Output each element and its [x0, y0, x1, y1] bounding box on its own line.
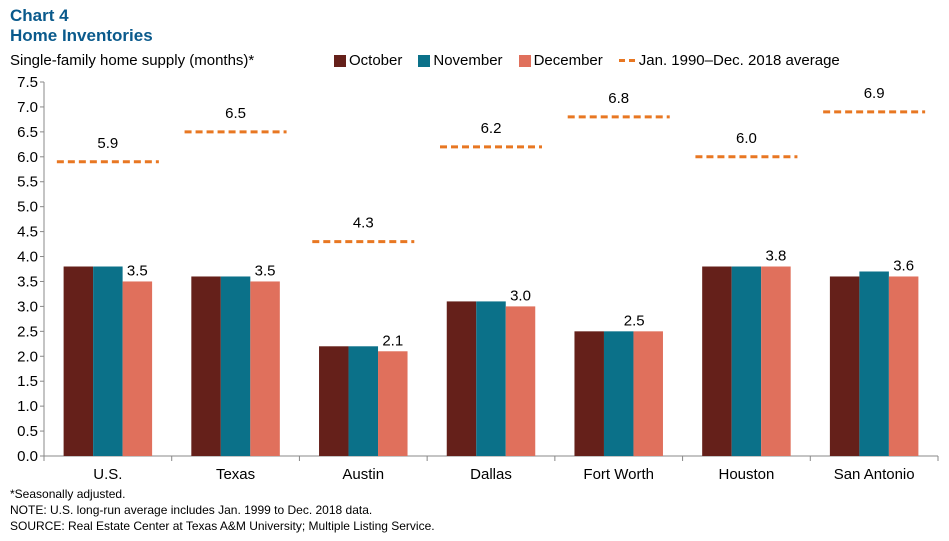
- x-tick-label: Austin: [342, 466, 384, 483]
- legend-item-october: October: [334, 52, 402, 69]
- chart-title: Home Inventories: [10, 26, 153, 45]
- x-tick-label: Fort Worth: [583, 466, 654, 483]
- bar-october: [574, 331, 604, 456]
- data-label: 2.1: [382, 332, 403, 349]
- bar-december: [378, 351, 408, 456]
- legend-swatch-november: [418, 54, 431, 67]
- legend-label-december: December: [533, 52, 603, 69]
- x-tick-label: Dallas: [470, 466, 512, 483]
- average-label: 5.9: [97, 135, 118, 152]
- bar-november: [731, 266, 762, 456]
- y-tick-label: 4.5: [17, 224, 38, 241]
- footnotes: *Seasonally adjusted. NOTE: U.S. long-ru…: [10, 486, 435, 534]
- bar-december: [633, 331, 663, 456]
- x-tick-label: Houston: [718, 466, 774, 483]
- y-tick-label: 7.5: [17, 74, 38, 91]
- bar-november: [859, 271, 889, 456]
- bar-november: [220, 276, 251, 456]
- bar-december: [250, 281, 280, 456]
- bar-november: [348, 346, 379, 456]
- average-label: 6.8: [608, 90, 629, 107]
- legend-label-november: November: [433, 52, 503, 69]
- bar-december: [505, 306, 536, 456]
- y-tick-label: 3.5: [17, 273, 38, 290]
- y-tick-label: 6.0: [17, 149, 38, 166]
- data-label: 3.8: [765, 248, 786, 265]
- data-label: 3.5: [255, 262, 276, 279]
- y-tick-label: 0.5: [17, 423, 38, 440]
- legend-swatch-december: [518, 54, 531, 67]
- bar-october: [702, 266, 732, 456]
- average-label: 4.3: [353, 215, 374, 232]
- y-tick-label: 5.0: [17, 199, 38, 216]
- bar-november: [603, 331, 634, 456]
- y-tick-label: 7.0: [17, 99, 38, 116]
- average-label: 6.0: [736, 130, 757, 147]
- y-tick-label: 0.0: [17, 448, 38, 465]
- data-label: 3.6: [893, 257, 914, 274]
- y-tick-label: 2.5: [17, 323, 38, 340]
- x-tick-label: Texas: [216, 466, 255, 483]
- y-tick-label: 4.0: [17, 249, 38, 266]
- y-tick-label: 6.5: [17, 124, 38, 141]
- legend-swatch-average: [618, 59, 635, 62]
- data-label: 2.5: [624, 312, 645, 329]
- data-label: 3.0: [510, 287, 531, 304]
- chart-subtitle: Single-family home supply (months)*: [10, 52, 255, 69]
- footnote-note: NOTE: U.S. long-run average includes Jan…: [10, 503, 373, 517]
- data-label: 3.5: [127, 262, 148, 279]
- y-tick-label: 5.5: [17, 174, 38, 191]
- footnote-seasonal: *Seasonally adjusted.: [10, 487, 126, 501]
- average-label: 6.5: [225, 105, 246, 122]
- bar-november: [93, 266, 123, 456]
- legend-item-november: November: [418, 52, 503, 69]
- bar-october: [63, 266, 94, 456]
- legend-label-average: Jan. 1990–Dec. 2018 average: [638, 52, 840, 69]
- bar-december: [888, 276, 919, 456]
- bar-november: [476, 301, 506, 456]
- legend-item-december: December: [518, 52, 603, 69]
- x-tick-label: U.S.: [93, 466, 122, 483]
- legend-item-average: Jan. 1990–Dec. 2018 average: [618, 52, 840, 69]
- footnote-source: SOURCE: Real Estate Center at Texas A&M …: [10, 519, 435, 533]
- bar-october: [829, 276, 860, 456]
- y-tick-label: 1.0: [17, 398, 38, 415]
- bar-october: [319, 346, 349, 456]
- legend-label-october: October: [349, 52, 403, 69]
- y-tick-label: 2.0: [17, 348, 38, 365]
- x-tick-label: San Antonio: [834, 466, 915, 483]
- legend-swatch-october: [334, 54, 346, 67]
- bar-october: [446, 301, 477, 456]
- chart-number: Chart 4: [10, 6, 69, 25]
- y-tick-label: 1.5: [17, 373, 38, 390]
- bar-december: [761, 266, 791, 456]
- average-label: 6.9: [864, 85, 885, 102]
- bar-december: [122, 281, 153, 456]
- bar-october: [191, 276, 221, 456]
- average-label: 6.2: [481, 120, 502, 137]
- legend: October November December Jan. 1990–Dec.…: [334, 52, 856, 69]
- y-tick-label: 3.0: [17, 298, 38, 315]
